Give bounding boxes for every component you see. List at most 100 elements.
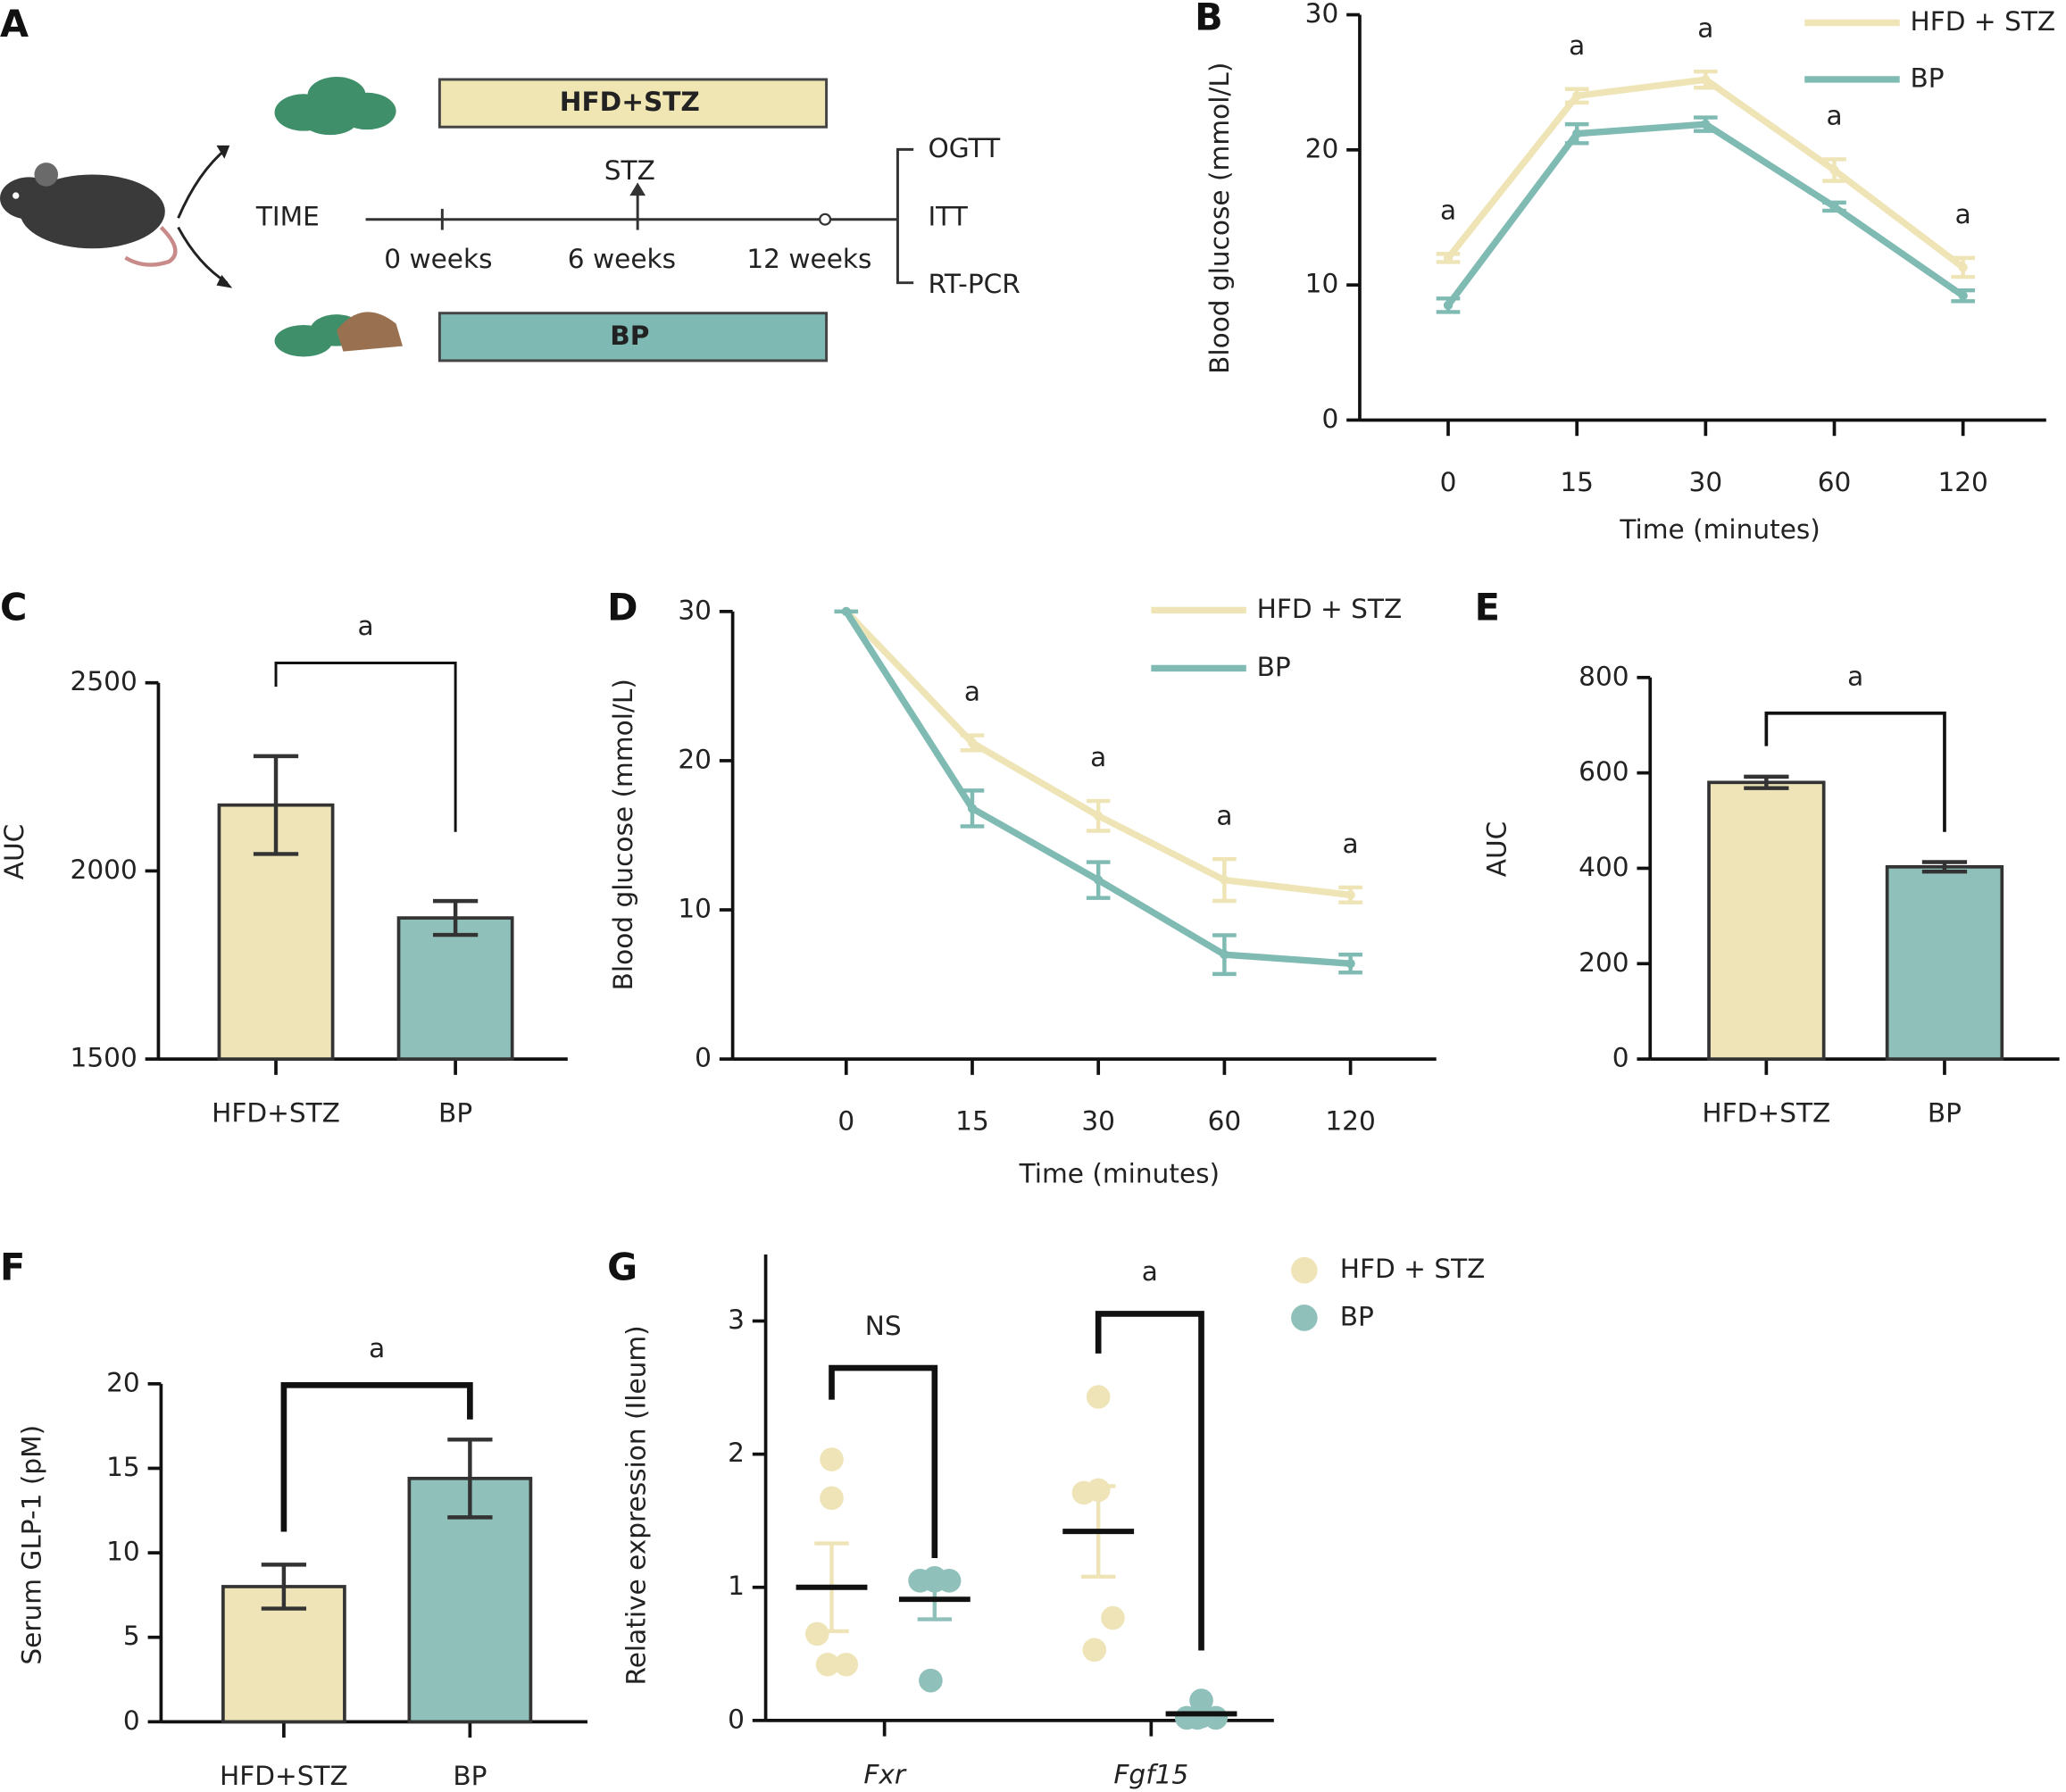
panel-letter: B: [1195, 0, 1223, 38]
dot: [1101, 1605, 1125, 1630]
x-tick-label: 0: [1440, 467, 1457, 497]
x-tick-label: 0: [837, 1106, 854, 1137]
bar: [396, 916, 514, 1061]
pellet-icon: [274, 77, 403, 357]
annotation: a: [1090, 742, 1106, 772]
panel-letter: E: [1475, 586, 1500, 629]
assay: OGTT: [928, 133, 1001, 163]
point: [1701, 74, 1711, 85]
y-axis-label: AUC: [0, 824, 29, 880]
y-axis-label: Relative expression (Ileum): [621, 1325, 652, 1685]
y-tick-label: 0: [695, 1043, 712, 1073]
panel-letter: C: [0, 586, 27, 629]
point: [1220, 875, 1229, 885]
significance-label: NS: [865, 1311, 902, 1341]
point: [1572, 91, 1582, 101]
x-axis-label: Time (minutes): [1619, 514, 1820, 545]
point: [1345, 890, 1355, 900]
y-tick-label: 1: [728, 1571, 745, 1601]
annotation: a: [1955, 199, 1971, 229]
significance-bracket: [280, 1381, 473, 1532]
panel-letter: D: [607, 586, 637, 629]
y-tick-label: 20: [678, 744, 712, 774]
legend-swatch: [1291, 1256, 1318, 1284]
y-tick-label: 2000: [71, 854, 137, 885]
point: [1701, 119, 1711, 129]
point: [1443, 300, 1454, 311]
error-bar: [1921, 860, 1968, 874]
point: [967, 738, 978, 748]
x-tick-label: BP: [453, 1761, 487, 1791]
y-axis-label: Blood glucose (mmol/L): [1204, 63, 1235, 374]
error-bar: [253, 754, 299, 856]
group-box: [437, 78, 829, 129]
annotation: a: [1343, 829, 1359, 859]
timepoint: 6 weeks: [568, 244, 676, 274]
dot: [1082, 1638, 1107, 1663]
x-tick-label: HFD+STZ: [212, 1098, 340, 1129]
x-axis-label: Time (minutes): [1019, 1159, 1220, 1189]
error-bar: [447, 1438, 493, 1520]
point: [1829, 165, 1839, 175]
point: [1572, 129, 1582, 138]
legend-label: BP: [1340, 1301, 1374, 1331]
dot: [1086, 1385, 1111, 1409]
x-tick-label: 15: [955, 1106, 989, 1137]
y-tick-label: 20: [106, 1367, 140, 1397]
significance-label: a: [358, 611, 374, 641]
error-bar: [432, 898, 479, 938]
y-tick-label: 3: [728, 1304, 745, 1335]
panel-letter: A: [0, 3, 29, 46]
dot: [820, 1486, 844, 1511]
y-tick-label: 0: [1612, 1043, 1629, 1073]
y-tick-label: 30: [678, 595, 712, 625]
y-tick-label: 10: [678, 894, 712, 924]
y-tick-label: 20: [1305, 133, 1339, 163]
y-tick-label: 15: [106, 1452, 140, 1482]
significance-label: a: [369, 1333, 385, 1363]
point: [1220, 949, 1229, 960]
y-tick-label: 1500: [71, 1043, 137, 1073]
line: [1445, 121, 1965, 308]
bar: [1707, 780, 1826, 1061]
y-tick-label: 2500: [71, 666, 137, 696]
x-tick-label: 30: [1081, 1106, 1115, 1137]
x-tick-label: 30: [1689, 467, 1723, 497]
point: [1958, 263, 1968, 272]
bar: [1885, 864, 2004, 1061]
y-tick-label: 200: [1579, 947, 1629, 978]
y-tick-label: 30: [1305, 0, 1339, 29]
y-tick-label: 800: [1579, 661, 1629, 691]
significance-bracket: [274, 662, 457, 832]
dot: [919, 1668, 943, 1693]
annotation: a: [1569, 30, 1585, 61]
panel-letter: G: [607, 1246, 637, 1289]
mouse-icon: [0, 163, 178, 267]
timepoint: 12 weeks: [746, 244, 871, 274]
legend-label: HFD + STZ: [1340, 1254, 1486, 1284]
error-bar: [261, 1563, 307, 1611]
error-bar: [1744, 774, 1789, 790]
assay: RT-PCR: [928, 269, 1020, 299]
x-tick-label: 60: [1818, 467, 1852, 497]
timeline-label: TIME: [255, 202, 320, 232]
group-label: HFD+STZ: [560, 87, 700, 117]
assay: ITT: [928, 202, 968, 232]
y-tick-label: 2: [728, 1438, 745, 1468]
arrow: [177, 226, 229, 284]
y-tick-label: 0: [1321, 404, 1338, 434]
annotation: a: [1826, 101, 1842, 131]
legend-label: HFD + STZ: [1257, 594, 1403, 624]
significance-label: a: [1847, 661, 1863, 691]
arrow: [177, 146, 229, 219]
group-box: [437, 312, 829, 363]
x-tick-label: Fgf15: [1113, 1759, 1188, 1789]
significance-bracket: [829, 1364, 938, 1559]
group-label: BP: [610, 321, 649, 351]
y-axis-label: Serum GLP-1 (pM): [16, 1425, 46, 1665]
timepoint: 0 weeks: [384, 244, 492, 274]
point: [1443, 253, 1454, 263]
y-tick-label: 10: [1305, 269, 1339, 299]
x-tick-label: HFD+STZ: [1702, 1098, 1830, 1129]
